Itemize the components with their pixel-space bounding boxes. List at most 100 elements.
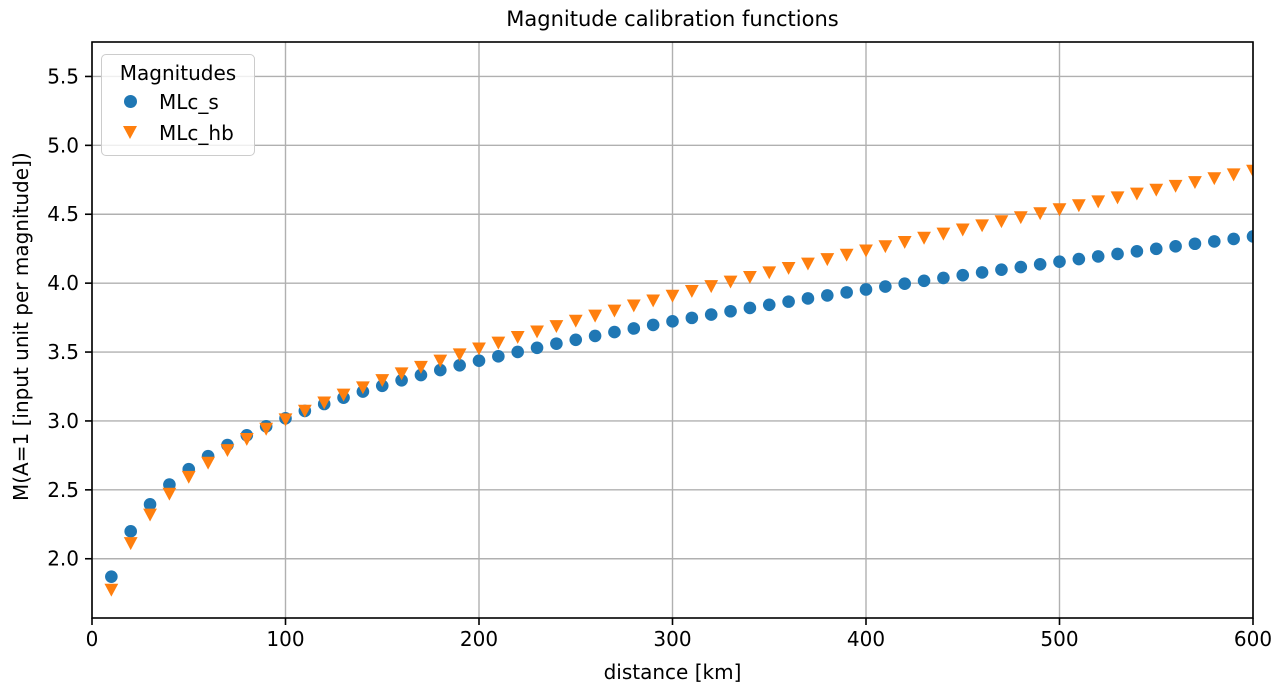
data-point-MLc_hb [684,285,699,298]
data-point-MLc_s [1208,235,1221,248]
data-point-MLc_hb [1168,179,1183,193]
data-point-MLc_hb [104,583,119,597]
data-point-MLc_s [646,318,660,332]
data-point-MLc_hb [1188,176,1202,190]
tick-labels: 0 100 200 300 400 500 600 2.0 2.5 3.0 3.5 4.0 4.5 5.0… [47,64,1272,651]
legend-title: Magnitudes [119,61,237,85]
data-point-MLc_hb [278,413,293,427]
data-point-MLc_s [1169,240,1182,253]
data-point-MLc_hb [1246,164,1253,178]
data-point-MLc_hb [955,223,970,237]
data-point-MLc_s [569,333,583,347]
legend-marker-box [122,126,138,139]
data-point-MLc_hb [1071,199,1086,213]
data-point-MLc_hb [259,422,274,436]
data-point-MLc_hb [1052,203,1067,217]
data-point-MLc_hb [588,309,602,323]
data-point-MLc_hb [239,432,254,446]
data-point-MLc_s [801,292,815,305]
data-point-MLc_s [143,498,157,511]
data-point-MLc_s [1188,237,1202,251]
data-point-MLc_s [414,368,428,382]
chart-title: Magnitude calibration functions [506,7,839,31]
data-point-MLc_hb [859,244,873,258]
data-point-MLc_hb [491,336,506,350]
data-point-MLc_s [859,283,873,296]
data-point-MLc_hb [317,396,332,410]
data-point-MLc_hb [607,304,622,318]
x-tick-label: 300 [653,627,691,651]
y-tick-label: 2.0 [47,547,79,571]
data-point-MLc_s [917,274,931,288]
data-point-MLc_hb [181,470,196,484]
data-point-MLc_hb [1013,211,1028,225]
data-point-MLc_s [1014,260,1028,274]
data-point-MLc_hb [568,314,583,328]
y-tick-label: 4.0 [47,271,79,295]
data-point-MLc_s [995,263,1008,276]
data-point-MLc_s [1033,257,1047,271]
data-point-MLc_s [124,525,137,538]
circle-marker-icon [123,95,137,108]
data-point-MLc_hb [646,294,661,308]
data-point-MLc_hb [975,219,989,233]
y-tick-label: 5.5 [47,64,79,88]
data-point-MLc_hb [936,227,951,241]
y-tick-label: 2.5 [47,478,79,502]
y-tick-label: 3.5 [47,340,79,364]
data-point-MLc_s [453,358,466,372]
x-tick-label: 100 [266,627,304,651]
data-point-MLc_s [782,295,795,308]
data-point-MLc_s [1072,252,1086,266]
data-point-MLc_hb [394,367,409,381]
data-point-MLc_hb [356,381,370,395]
data-point-MLc_s [511,345,524,359]
data-point-MLc_hb [917,231,931,245]
data-point-MLc_hb [162,487,177,501]
data-point-MLc_s [743,301,757,315]
data-point-MLc_hb [704,280,719,294]
data-point-MLc_hb [414,360,428,374]
data-point-MLc_hb [878,240,893,254]
y-axis-label: M(A=1 [input unit per magnitude]) [9,152,33,501]
data-point-MLc_hb [781,261,796,275]
legend-item-mlc-s: MLc_s [108,86,248,117]
data-point-MLc_hb [665,289,680,303]
data-point-MLc_s [840,286,853,299]
series-MLc_hb [104,164,1253,597]
data-point-MLc_hb [549,320,564,334]
data-point-MLc_hb [433,354,448,368]
data-point-MLc_s [472,354,486,368]
data-point-MLc_hb [1033,207,1048,221]
x-tick-label: 0 [86,627,99,651]
legend-item-mlc-hb: MLc_hb [108,117,248,148]
data-point-MLc_hb [201,456,215,470]
x-tick-label: 500 [1040,627,1078,651]
x-tick-label: 200 [460,627,498,651]
legend: Magnitudes MLc_s MLc_hb [101,54,255,156]
data-point-MLc_hb [1091,195,1106,209]
y-tick-label: 3.0 [47,409,79,433]
data-point-MLc_hb [820,253,835,267]
data-point-MLc_hb [1149,183,1164,197]
legend-label-mlc-hb: MLc_hb [159,120,234,145]
data-point-MLc_s [1246,230,1253,243]
data-point-MLc_hb [510,331,525,344]
data-point-MLc_s [975,266,989,279]
data-point-MLc_hb [452,348,467,362]
data-point-MLc_hb [220,444,235,458]
data-point-MLc_s [937,271,950,285]
y-tick-label: 4.5 [47,202,79,226]
data-point-MLc_s [685,311,699,325]
data-point-MLc_hb [723,275,738,289]
data-point-MLc_s [724,304,737,318]
data-point-MLc_hb [472,342,486,356]
data-point-MLc_s [898,277,911,290]
y-tick-label: 5.0 [47,133,79,157]
x-tick-label: 400 [847,627,885,651]
legend-marker-box [122,95,138,108]
data-point-MLc_s [530,341,544,355]
data-point-MLc_s [762,298,776,312]
